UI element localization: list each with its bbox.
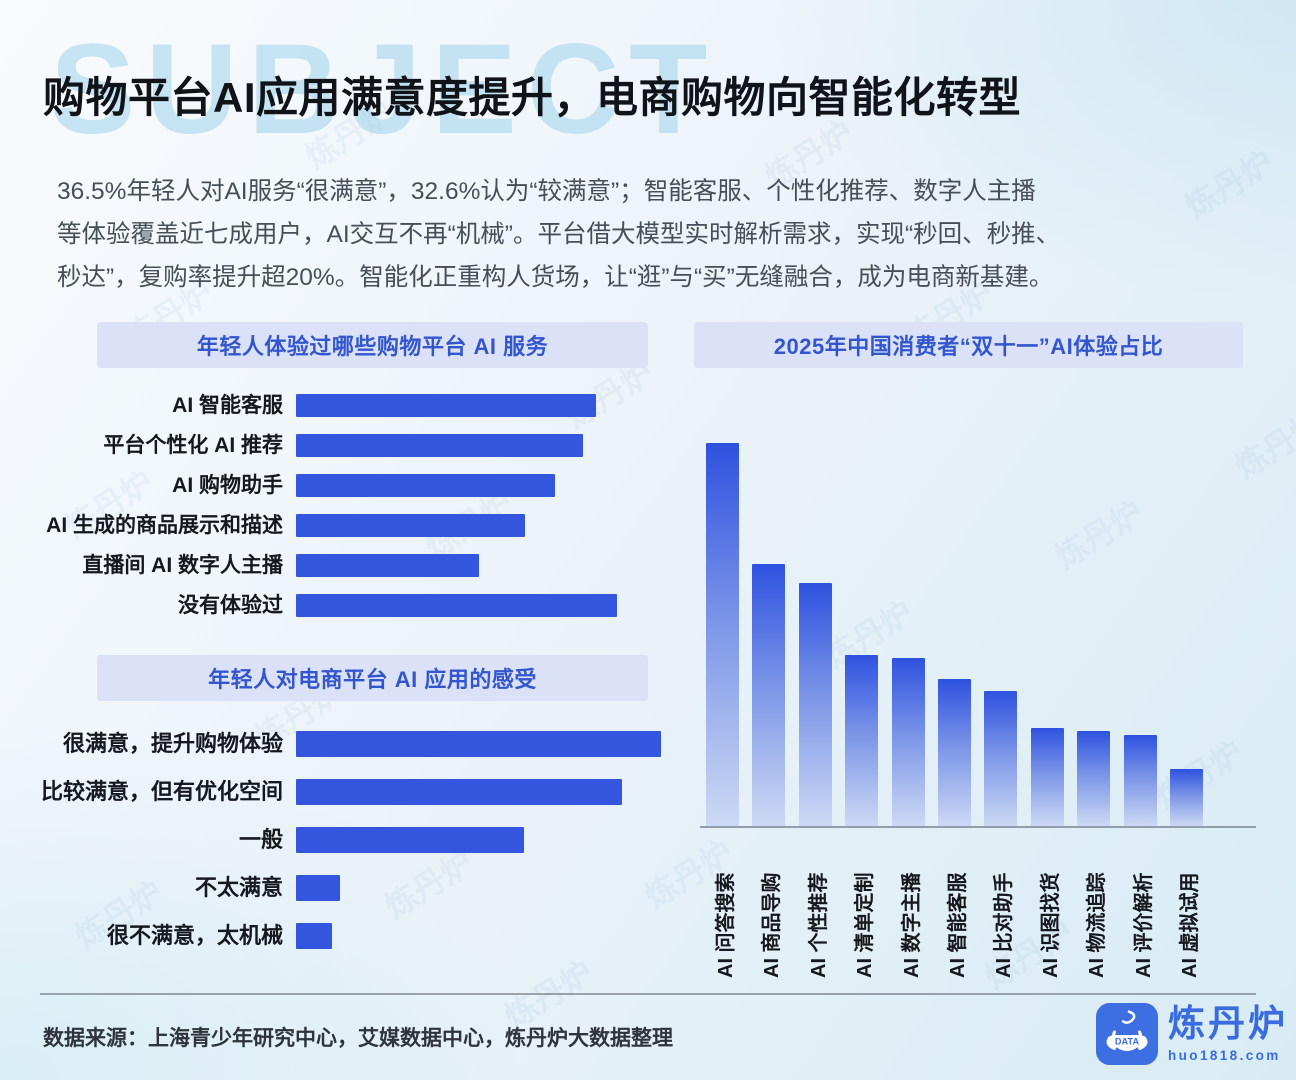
- bar-category-label: AI 物流追踪: [1085, 872, 1107, 978]
- bar: [799, 583, 832, 826]
- bar: [1124, 735, 1157, 826]
- footer-divider: [40, 993, 1256, 995]
- bar: [752, 564, 785, 826]
- bar: [1170, 769, 1203, 826]
- bar-category-label: AI 虚拟试用: [1178, 872, 1200, 978]
- bar-category-label: 比较满意，但有优化空间: [40, 779, 283, 804]
- bar-category-label: AI 识图找货: [1039, 872, 1061, 978]
- bar: [1077, 731, 1110, 826]
- bar-category-label: 一般: [238, 827, 283, 852]
- bar-category-label: 直播间 AI 数字人主播: [82, 554, 283, 577]
- bar: [296, 514, 525, 537]
- bar-category-label: AI 比对助手: [992, 872, 1014, 978]
- bar-category-label: AI 评价解析: [1132, 872, 1154, 978]
- bar-category-label: AI 数字主播: [900, 872, 922, 978]
- chart1-header: 年轻人体验过哪些购物平台 AI 服务: [97, 322, 648, 368]
- bar: [296, 827, 524, 853]
- summary-paragraph: 36.5%年轻人对AI服务“很满意”，32.6%认为“较满意”；智能客服、个性化…: [57, 170, 1249, 299]
- bar-category-label: AI 生成的商品展示和描述: [46, 514, 283, 537]
- bar-category-label: AI 个性推荐: [807, 872, 829, 978]
- bar-category-label: AI 问答搜索: [714, 872, 736, 978]
- subject-watermark-text: SUBJECT: [50, 18, 718, 161]
- bar: [984, 691, 1017, 826]
- bar: [706, 443, 739, 826]
- bar: [296, 731, 661, 757]
- bar: [296, 594, 617, 617]
- bar-category-label: AI 商品导购: [760, 872, 782, 978]
- bar-category-label: 很不满意，太机械: [106, 923, 283, 948]
- bar-category-label: 平台个性化 AI 推荐: [103, 434, 283, 457]
- brand-name: 炼丹炉: [1168, 1003, 1288, 1044]
- bar: [296, 554, 479, 577]
- data-source-text: 数据来源：上海青少年研究中心，艾媒数据中心，炼丹炉大数据整理: [43, 1027, 673, 1050]
- bar: [296, 394, 596, 417]
- summary-line: 等体验覆盖近七成用户，AI交互不再“机械”。平台借大模型实时解析需求，实现“秒回…: [57, 221, 1061, 248]
- summary-line: 秒达”，复购率提升超20%。智能化正重构人货场，让“逛”与“买”无缝融合，成为电…: [57, 264, 1054, 291]
- brand-url: huo1818.com: [1168, 1048, 1281, 1063]
- bar-category-label: AI 智能客服: [946, 872, 968, 978]
- bar: [892, 658, 925, 826]
- bar-category-label: AI 清单定制: [853, 872, 875, 978]
- brand-logo: DATA 炼丹炉 huo1818.com: [1096, 1003, 1288, 1065]
- bar-category-label: 很满意，提升购物体验: [62, 731, 283, 756]
- bar: [938, 679, 971, 826]
- chart2-header: 年轻人对电商平台 AI 应用的感受: [97, 655, 648, 701]
- bar-category-label: AI 购物助手: [172, 474, 283, 497]
- svg-text:DATA: DATA: [1115, 1037, 1140, 1047]
- bar: [296, 434, 583, 457]
- bar-category-label: 没有体验过: [178, 594, 283, 617]
- bar: [296, 474, 555, 497]
- furnace-data-icon: DATA: [1096, 1003, 1158, 1065]
- bar: [296, 779, 622, 805]
- summary-line: 36.5%年轻人对AI服务“很满意”，32.6%认为“较满意”；智能客服、个性化…: [57, 178, 1036, 205]
- bar-category-label: 不太满意: [194, 875, 283, 900]
- bar-category-label: AI 智能客服: [172, 394, 283, 417]
- bar: [1031, 728, 1064, 826]
- bar: [296, 875, 340, 901]
- bar: [296, 923, 332, 949]
- chart3-header: 2025年中国消费者“双十一”AI体验占比: [694, 322, 1243, 368]
- bar: [845, 655, 878, 826]
- page-title: 购物平台AI应用满意度提升，电商购物向智能化转型: [43, 74, 1022, 121]
- chart3-x-axis-line: [700, 826, 1256, 828]
